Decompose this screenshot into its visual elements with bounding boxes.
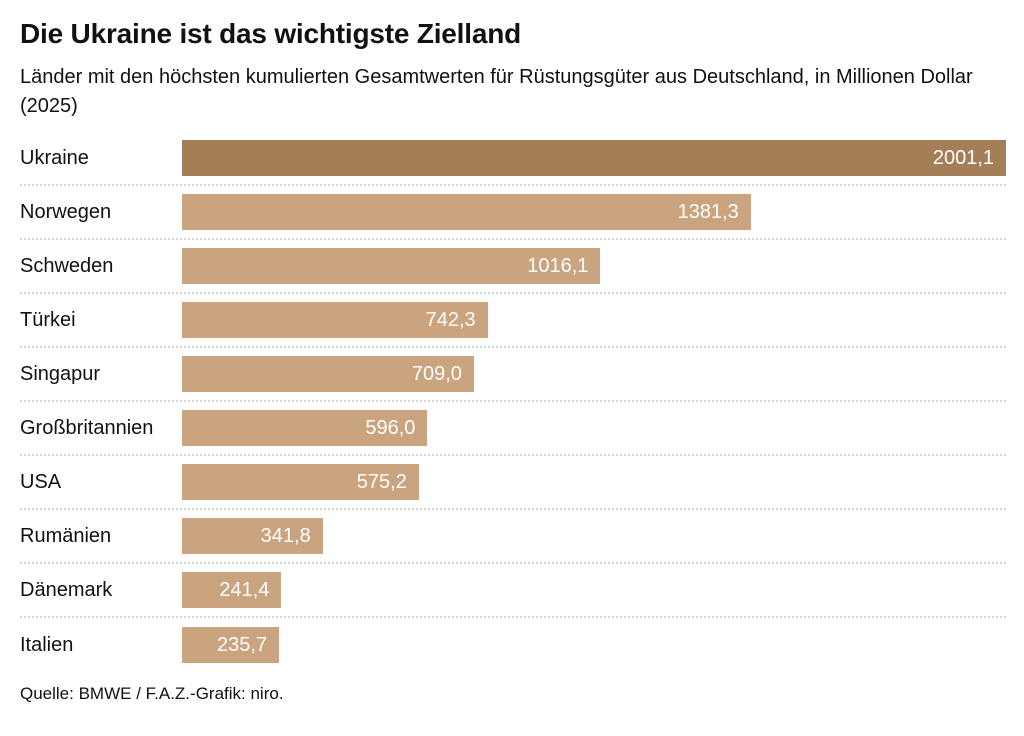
bar: 1016,1 <box>182 248 601 284</box>
country-label: USA <box>20 470 62 493</box>
bar: 241,4 <box>182 572 282 608</box>
bar-value: 742,3 <box>425 308 476 331</box>
country-label: Singapur <box>20 362 101 385</box>
bar-value: 596,0 <box>365 416 416 439</box>
country-label: Italien <box>20 633 74 656</box>
bar-track: 1381,3 <box>182 194 1006 230</box>
chart-header: Die Ukraine ist das wichtigste Zielland … <box>0 0 1024 121</box>
bar-track: 742,3 <box>182 302 1006 338</box>
bar-track: 596,0 <box>182 410 1006 446</box>
bar: 1381,3 <box>182 194 751 230</box>
chart-row: Rumänien 341,8 <box>20 510 1006 564</box>
bar: 742,3 <box>182 302 488 338</box>
bar-track: 341,8 <box>182 518 1006 554</box>
bar-value: 241,4 <box>219 578 270 601</box>
country-label: Großbritannien <box>20 416 154 439</box>
bar-value: 341,8 <box>260 524 311 547</box>
country-label: Rumänien <box>20 524 112 547</box>
chart-title: Die Ukraine ist das wichtigste Zielland <box>20 18 522 49</box>
chart-subtitle: Länder mit den höchsten kumulierten Gesa… <box>20 66 973 117</box>
bar-chart: Ukraine 2001,1 Norwegen 1381,3 Schweden … <box>20 132 1006 672</box>
bar-value: 1016,1 <box>527 254 589 277</box>
bar: 235,7 <box>182 627 280 663</box>
chart-row: USA 575,2 <box>20 456 1006 510</box>
bar-value: 2001,1 <box>932 146 994 169</box>
bar-value: 575,2 <box>356 470 407 493</box>
country-label: Dänemark <box>20 578 113 601</box>
bar: 709,0 <box>182 356 474 392</box>
bar: 575,2 <box>182 464 419 500</box>
bar: 2001,1 <box>182 140 1006 176</box>
country-label: Türkei <box>20 308 76 331</box>
chart-row: Großbritannien 596,0 <box>20 402 1006 456</box>
bar-track: 241,4 <box>182 572 1006 608</box>
source-note: Quelle: BMWE / F.A.Z.-Grafik: niro. <box>20 684 284 703</box>
bar-track: 709,0 <box>182 356 1006 392</box>
bar-value: 1381,3 <box>677 200 739 223</box>
chart-row: Italien 235,7 <box>20 618 1006 672</box>
bar: 341,8 <box>182 518 323 554</box>
bar-value: 709,0 <box>411 362 462 385</box>
chart-row: Dänemark 241,4 <box>20 564 1006 618</box>
country-label: Ukraine <box>20 146 89 169</box>
chart-row: Türkei 742,3 <box>20 294 1006 348</box>
chart-row: Ukraine 2001,1 <box>20 132 1006 186</box>
country-label: Norwegen <box>20 200 112 223</box>
bar-track: 1016,1 <box>182 248 1006 284</box>
bar-track: 235,7 <box>182 627 1006 663</box>
bar-track: 2001,1 <box>182 140 1006 176</box>
country-label: Schweden <box>20 254 114 277</box>
chart-row: Schweden 1016,1 <box>20 240 1006 294</box>
chart-row: Singapur 709,0 <box>20 348 1006 402</box>
bar-track: 575,2 <box>182 464 1006 500</box>
bar-value: 235,7 <box>216 633 268 656</box>
bar: 596,0 <box>182 410 428 446</box>
chart-row: Norwegen 1381,3 <box>20 186 1006 240</box>
